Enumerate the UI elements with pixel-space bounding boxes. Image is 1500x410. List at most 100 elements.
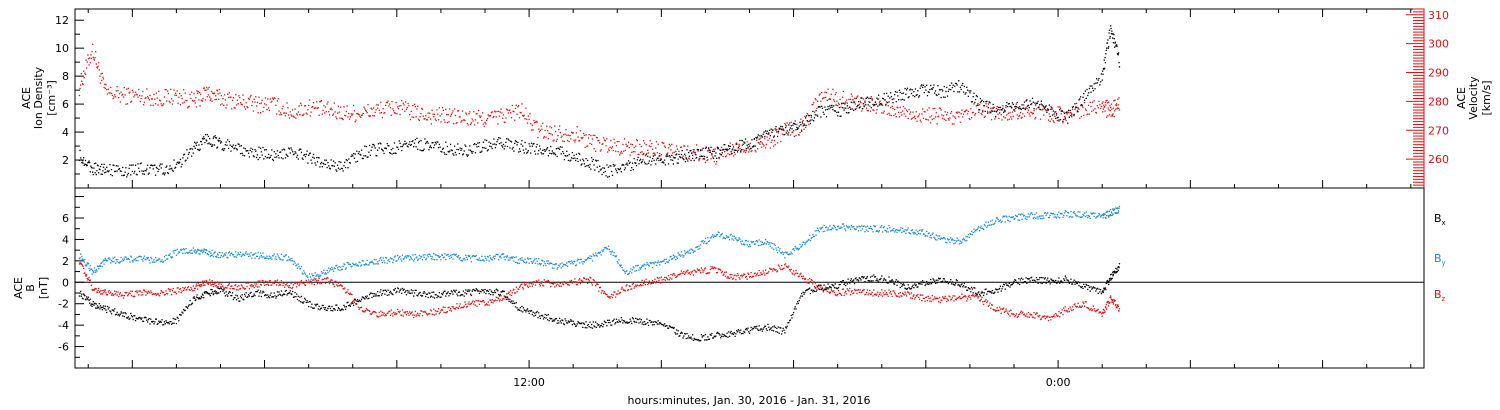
by-point xyxy=(910,229,913,232)
density-point xyxy=(1005,105,1007,107)
by-point xyxy=(978,225,980,228)
by-point xyxy=(364,264,366,266)
by-point xyxy=(1025,216,1027,218)
bz-point xyxy=(603,291,606,293)
by-point xyxy=(1022,213,1024,216)
density-point xyxy=(206,133,208,136)
by-point xyxy=(150,256,152,259)
density-point xyxy=(920,85,922,87)
velocity-point xyxy=(137,96,139,98)
by-point xyxy=(785,252,788,254)
density-point xyxy=(571,151,574,154)
density-point xyxy=(814,114,816,116)
density-point xyxy=(748,143,750,146)
by-point xyxy=(534,262,537,264)
bz-point xyxy=(80,262,82,265)
velocity-point xyxy=(191,99,194,102)
velocity-point xyxy=(615,144,618,147)
bz-point xyxy=(564,281,566,283)
by-point xyxy=(775,247,777,249)
density-point xyxy=(134,164,137,166)
density-point xyxy=(396,146,398,148)
by-point xyxy=(316,274,319,276)
by-point xyxy=(145,258,147,261)
velocity-point xyxy=(722,155,724,158)
by-point xyxy=(857,230,860,232)
velocity-point xyxy=(410,110,412,112)
bz-point xyxy=(520,283,522,286)
by-point xyxy=(865,226,867,228)
velocity-point xyxy=(898,116,901,118)
by-point xyxy=(166,258,169,260)
velocity-point xyxy=(283,112,285,114)
density-point xyxy=(591,160,594,163)
velocity-point xyxy=(595,136,598,139)
density-point xyxy=(276,150,279,152)
density-point xyxy=(326,166,328,169)
density-point xyxy=(102,170,104,172)
by-point xyxy=(429,253,431,256)
by-point xyxy=(914,232,917,235)
by-point xyxy=(107,258,109,260)
bz-point xyxy=(154,292,157,295)
by-point xyxy=(224,254,226,256)
by-point xyxy=(685,251,687,254)
density-point xyxy=(623,164,625,166)
by-point xyxy=(1073,210,1075,213)
by-point xyxy=(347,261,349,264)
velocity-point xyxy=(97,65,99,67)
velocity-point xyxy=(1052,120,1054,122)
velocity-point xyxy=(81,80,83,82)
bz-point xyxy=(547,279,550,282)
velocity-point xyxy=(122,93,124,96)
density-point xyxy=(607,176,609,178)
by-point xyxy=(271,255,274,257)
by-point xyxy=(899,229,901,231)
by-point xyxy=(940,237,942,239)
bz-point xyxy=(436,310,438,312)
density-point xyxy=(861,108,864,110)
velocity-point xyxy=(267,98,269,100)
velocity-point xyxy=(119,101,121,103)
velocity-point xyxy=(603,139,606,141)
velocity-point xyxy=(98,69,100,71)
velocity-point xyxy=(516,113,518,115)
density-point xyxy=(745,147,747,150)
bz-point xyxy=(328,283,331,285)
velocity-point xyxy=(179,92,181,95)
velocity-point xyxy=(495,116,497,118)
by-point xyxy=(150,258,153,260)
density-point xyxy=(110,173,112,176)
by-point xyxy=(1019,219,1021,222)
velocity-point xyxy=(204,99,207,101)
by-point xyxy=(454,254,457,256)
bz-point xyxy=(639,283,642,286)
density-point xyxy=(462,153,465,155)
velocity-point xyxy=(114,94,116,96)
bz-point xyxy=(500,295,502,297)
velocity-point xyxy=(500,108,502,110)
density-point xyxy=(384,147,386,149)
velocity-point xyxy=(518,104,520,107)
density-point xyxy=(1042,105,1044,107)
bz-point xyxy=(393,313,396,315)
density-point xyxy=(1094,88,1096,90)
density-point xyxy=(413,142,416,144)
bottom-left-tick-label: -2 xyxy=(58,298,69,311)
velocity-point xyxy=(554,130,557,133)
density-point xyxy=(1099,81,1102,83)
bz-point xyxy=(413,316,415,319)
velocity-point xyxy=(894,113,897,115)
bz-point xyxy=(109,292,111,294)
bz-point xyxy=(632,282,634,284)
by-point xyxy=(813,235,816,238)
velocity-point xyxy=(807,114,809,116)
velocity-point xyxy=(145,96,147,99)
velocity-point xyxy=(692,149,695,151)
by-point xyxy=(799,243,801,246)
density-point xyxy=(836,111,838,113)
density-point xyxy=(598,171,600,173)
bz-point xyxy=(408,314,410,316)
density-point xyxy=(1040,100,1042,102)
by-point xyxy=(295,265,297,267)
